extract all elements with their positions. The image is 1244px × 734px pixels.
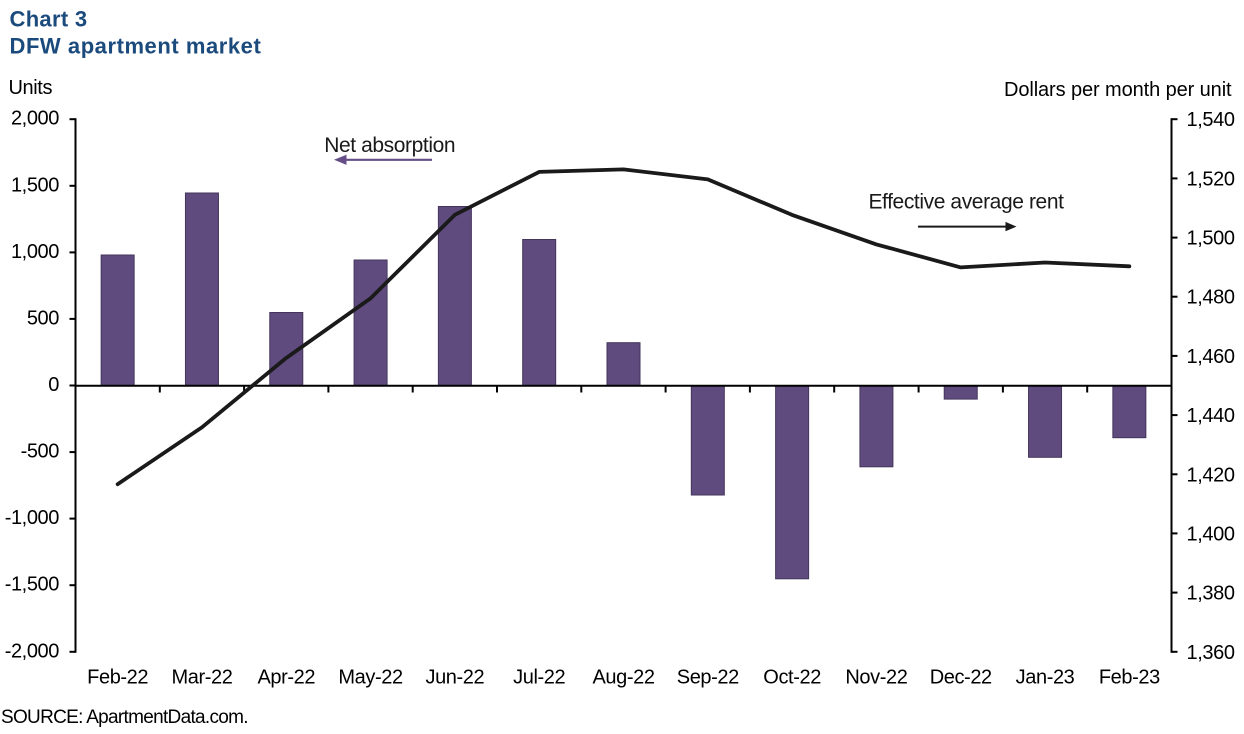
svg-text:1,540: 1,540 <box>1187 109 1235 131</box>
svg-text:Mar-22: Mar-22 <box>171 667 232 689</box>
svg-text:1,460: 1,460 <box>1187 346 1235 368</box>
svg-text:Dec-22: Dec-22 <box>930 667 992 689</box>
svg-text:1,400: 1,400 <box>1187 523 1235 545</box>
svg-text:Effective average rent: Effective average rent <box>868 191 1064 214</box>
svg-text:SOURCE: ApartmentData.com.: SOURCE: ApartmentData.com. <box>1 707 248 728</box>
svg-text:Jan-23: Jan-23 <box>1016 667 1075 689</box>
svg-text:1,440: 1,440 <box>1187 405 1235 427</box>
svg-text:1,000: 1,000 <box>11 241 59 263</box>
svg-text:1,380: 1,380 <box>1187 583 1235 605</box>
svg-text:1,500: 1,500 <box>11 174 59 196</box>
svg-text:Jul-22: Jul-22 <box>513 667 565 689</box>
svg-text:2,000: 2,000 <box>11 108 59 130</box>
svg-text:1,420: 1,420 <box>1187 464 1235 486</box>
svg-text:Oct-22: Oct-22 <box>763 667 821 689</box>
svg-text:Feb-22: Feb-22 <box>87 667 148 689</box>
svg-text:1,480: 1,480 <box>1187 287 1235 309</box>
svg-text:1,500: 1,500 <box>1187 228 1235 250</box>
svg-text:Jun-22: Jun-22 <box>425 667 484 689</box>
svg-text:-2,000: -2,000 <box>5 640 60 662</box>
svg-text:Net absorption: Net absorption <box>324 134 455 157</box>
svg-text:May-22: May-22 <box>338 667 403 689</box>
svg-text:500: 500 <box>27 307 59 329</box>
svg-text:DFW apartment market: DFW apartment market <box>10 33 262 58</box>
svg-text:Dollars per month per unit: Dollars per month per unit <box>1004 79 1232 101</box>
svg-text:Aug-22: Aug-22 <box>592 667 654 689</box>
svg-text:0: 0 <box>48 374 59 396</box>
svg-text:Apr-22: Apr-22 <box>257 667 315 689</box>
svg-text:Units: Units <box>9 77 53 99</box>
svg-text:-1,500: -1,500 <box>5 574 60 596</box>
svg-text:-500: -500 <box>21 441 60 463</box>
svg-text:1,360: 1,360 <box>1187 642 1235 664</box>
svg-text:1,520: 1,520 <box>1187 168 1235 190</box>
svg-text:Sep-22: Sep-22 <box>677 667 739 689</box>
svg-text:-1,000: -1,000 <box>5 507 60 529</box>
svg-text:Chart 3: Chart 3 <box>10 7 88 32</box>
svg-text:Feb-23: Feb-23 <box>1099 667 1160 689</box>
svg-text:Nov-22: Nov-22 <box>845 667 907 689</box>
